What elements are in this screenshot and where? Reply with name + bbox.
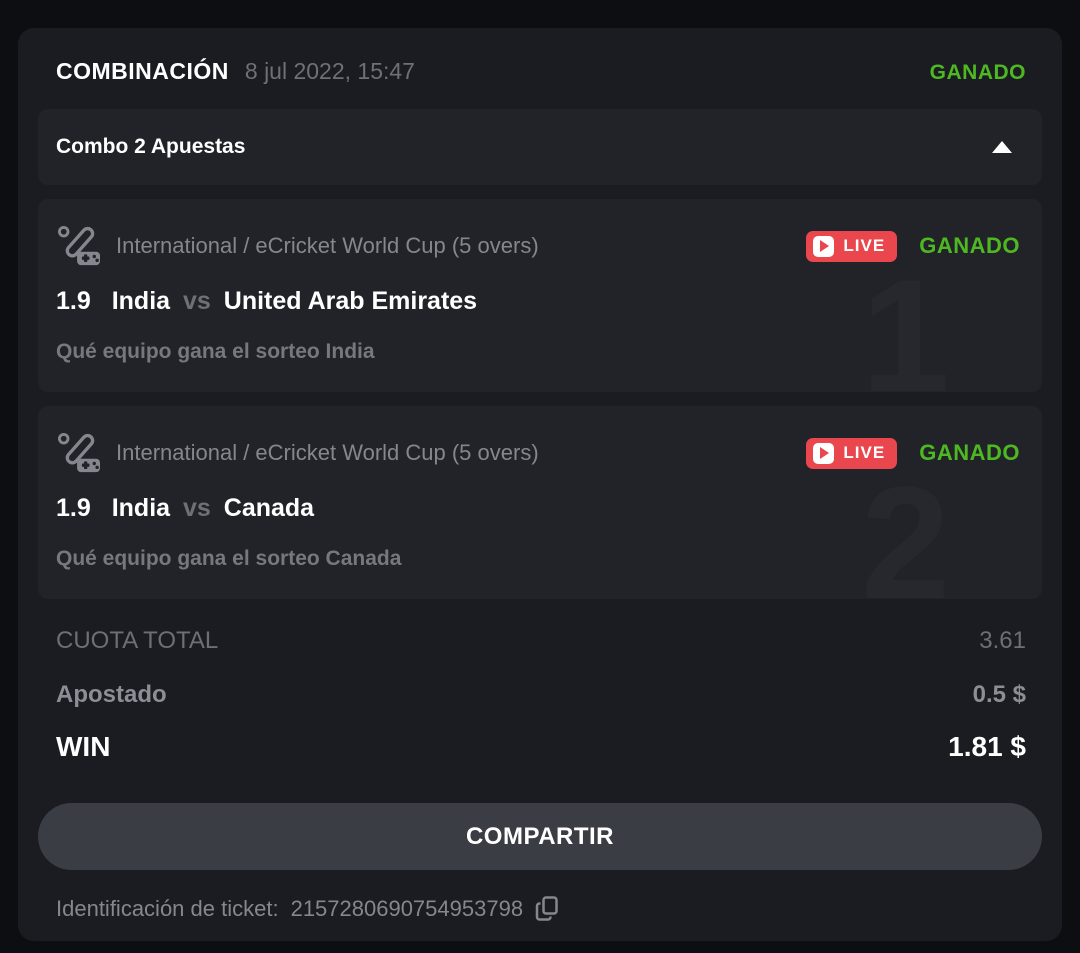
ticket-datetime: 8 jul 2022, 15:47: [244, 58, 415, 84]
bet-item-2: International / eCricket World Cup (5 ov…: [38, 406, 1042, 599]
bet-item-1: International / eCricket World Cup (5 ov…: [38, 199, 1042, 392]
bet-status-badge: GANADO: [919, 233, 1020, 258]
bet-status-group: LIVE GANADO: [806, 230, 1020, 262]
team-home: India: [111, 287, 171, 315]
vs-label: vs: [183, 494, 211, 522]
esports-gamepad-icon: [58, 225, 100, 266]
copy-icon[interactable]: [535, 896, 559, 922]
bet-status-group: LIVE GANADO: [806, 437, 1020, 469]
live-badge[interactable]: LIVE: [806, 230, 898, 262]
ticket-header: COMBINACIÓN 8 jul 2022, 15:47 GANADO: [38, 28, 1042, 109]
combo-label: Combo 2 Apuestas: [56, 135, 246, 158]
team-home: India: [111, 494, 171, 522]
ticket-id-value: 2157280690754953798: [290, 896, 524, 921]
bet-ticket-card: COMBINACIÓN 8 jul 2022, 15:47 GANADO Com…: [18, 28, 1062, 941]
ticket-status-badge: GANADO: [929, 61, 1026, 84]
stake-value: 0.5 $: [972, 681, 1026, 708]
bet-top-row: International / eCricket World Cup (5 ov…: [56, 225, 1020, 267]
share-button[interactable]: COMPARTIR: [38, 803, 1042, 870]
total-odds-value: 3.61: [979, 627, 1026, 654]
combo-collapse-bar[interactable]: Combo 2 Apuestas: [38, 109, 1042, 185]
esports-gamepad-icon: [58, 432, 100, 473]
bet-top-row: International / eCricket World Cup (5 ov…: [56, 432, 1020, 474]
win-value: 1.81 $: [948, 731, 1026, 762]
match-line: 1.9 India vs United Arab Emirates: [56, 287, 1020, 316]
live-play-icon: [813, 442, 835, 464]
win-row: WIN 1.81 $: [38, 731, 1042, 763]
market-selection: Qué equipo gana el sorteo India: [56, 340, 375, 363]
stake-label: Apostado: [56, 681, 167, 708]
bet-odds: 1.9: [56, 287, 91, 315]
match-line: 1.9 India vs Canada: [56, 494, 1020, 523]
ticket-id-label: Identificación de ticket:: [56, 896, 279, 921]
ticket-id-row: Identificación de ticket: 21572806907549…: [38, 896, 1042, 922]
total-odds-row: CUOTA TOTAL 3.61: [38, 627, 1042, 655]
market-selection: Qué equipo gana el sorteo Canada: [56, 547, 402, 570]
league-name: International / eCricket World Cup (5 ov…: [116, 440, 539, 465]
ticket-type-title: COMBINACIÓN: [56, 58, 229, 84]
team-away: United Arab Emirates: [223, 287, 478, 315]
bet-odds: 1.9: [56, 494, 91, 522]
stake-row: Apostado 0.5 $: [38, 681, 1042, 709]
live-play-icon: [813, 235, 835, 257]
live-badge[interactable]: LIVE: [806, 437, 898, 469]
live-label: LIVE: [843, 236, 886, 255]
win-label: WIN: [56, 731, 111, 762]
live-label: LIVE: [843, 443, 886, 462]
collapse-up-icon[interactable]: [992, 141, 1012, 153]
bet-index-watermark: 2: [861, 453, 950, 600]
team-away: Canada: [223, 494, 315, 522]
bet-index-watermark: 1: [861, 246, 950, 393]
vs-label: vs: [183, 287, 211, 315]
bet-status-badge: GANADO: [919, 440, 1020, 465]
league-name: International / eCricket World Cup (5 ov…: [116, 233, 539, 258]
total-odds-label: CUOTA TOTAL: [56, 627, 219, 654]
